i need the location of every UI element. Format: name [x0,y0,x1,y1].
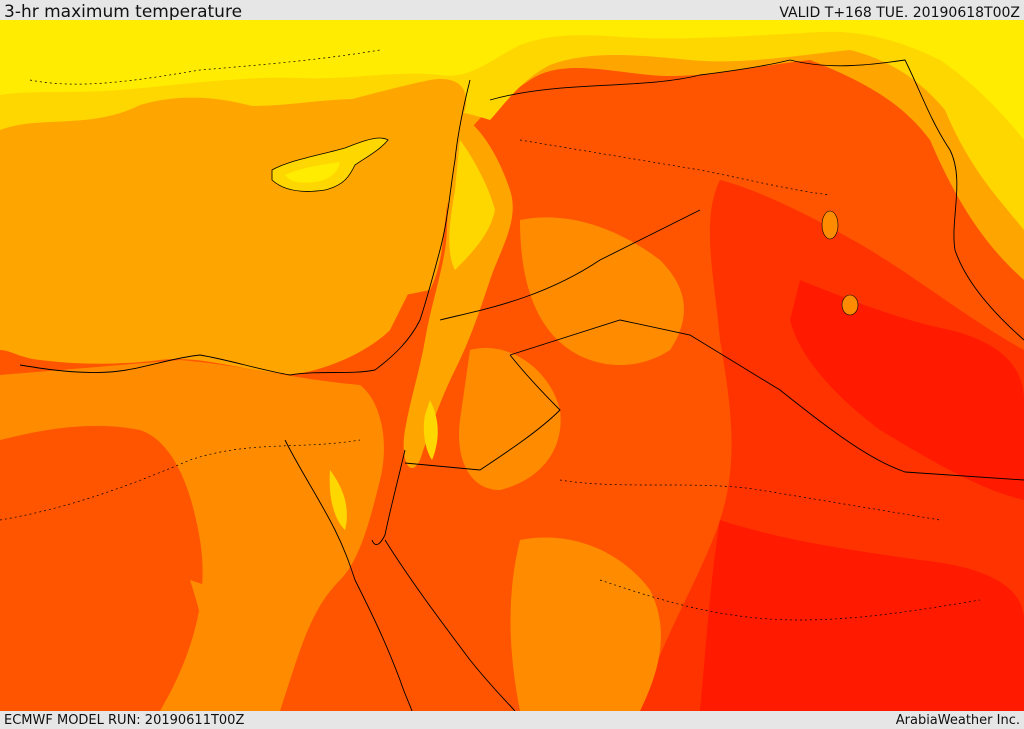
negev-yellow [423,400,438,460]
sinai-yellow [329,470,347,530]
dotted-admin-1 [0,439,361,521]
red-sea-coast-west [354,579,413,711]
egypt-coastline [19,354,376,376]
saudi-west-orange [510,537,661,711]
cyprus-inner [285,162,340,183]
model-run: ECMWF MODEL RUN: 20190611T00Z [4,713,245,728]
dotted-admin-2 [559,479,941,521]
jordan-saudi-border [404,354,561,471]
jordan-orange [459,348,561,490]
red-sea-coast [384,539,516,711]
dotted-admin-5 [29,49,381,85]
turkey-band [0,20,1024,140]
syria-iraq-border [489,59,791,101]
nile-valley [190,580,250,711]
gulf-of-aqaba [371,449,406,546]
credit: ArabiaWeather Inc. [895,713,1020,728]
header-bar: 3-hr maximum temperature VALID T+168 TUE… [0,0,1024,22]
gulf-of-suez [284,439,356,581]
saudi-extreme [700,520,1024,711]
valid-time: VALID T+168 TUE. 20190618T00Z [779,5,1020,21]
temperature-map[interactable] [0,20,1024,711]
syria-jordan-border [439,209,701,321]
lake-razazah [841,294,859,316]
iraq-iran-border [789,59,1024,341]
levant-yellow [449,140,495,270]
map-canvas [0,20,1024,711]
lake-tharthar [821,210,839,240]
levant-coastline [374,79,471,371]
iraq-extreme [790,280,1024,500]
footer-bar: ECMWF MODEL RUN: 20190611T00Z ArabiaWeat… [0,711,1024,729]
syria-desert [520,217,684,365]
iraq-saudi-border [509,319,1024,481]
egypt-hot [0,425,203,711]
map-title: 3-hr maximum temperature [4,2,243,22]
